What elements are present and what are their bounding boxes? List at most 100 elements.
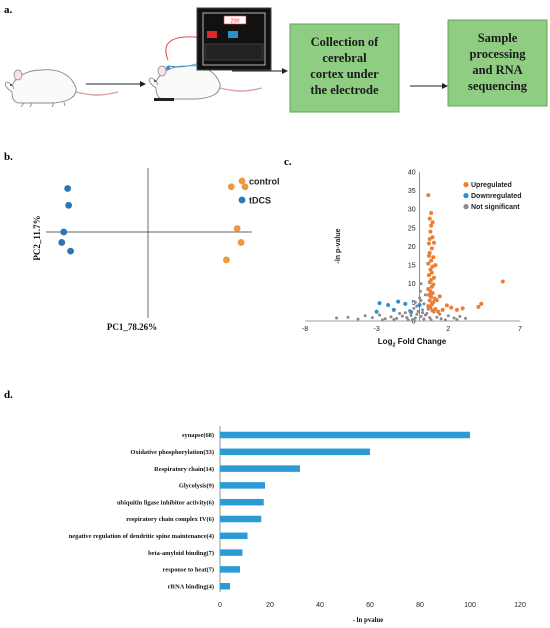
data-point-not-significant <box>411 318 414 322</box>
x-axis-label-main: Log <box>378 337 393 346</box>
data-point-upregulated <box>427 250 432 255</box>
legend-label: Upregulated <box>471 182 512 189</box>
data-point-not-significant <box>452 316 456 320</box>
y-tick-label: 0 <box>412 318 416 325</box>
data-point-upregulated <box>454 307 459 312</box>
x-tick-label: 2 <box>446 326 450 333</box>
bar <box>220 448 370 456</box>
data-point-downregulated <box>409 310 414 315</box>
arrow-icon <box>232 68 288 74</box>
legend-marker <box>463 204 469 210</box>
y-tick-label: 5 <box>412 300 416 307</box>
bar <box>220 482 265 489</box>
data-point-not-significant <box>415 312 419 316</box>
data-point-upregulated <box>432 275 436 280</box>
data-point-not-significant <box>419 282 423 286</box>
data-point-upregulated <box>430 291 435 296</box>
data-point-upregulated <box>426 241 431 246</box>
category-label: response to heat(7) <box>163 567 214 574</box>
data-point-upregulated <box>428 267 433 272</box>
x-axis-label: - ln pvalue <box>353 617 384 624</box>
data-point-upregulated <box>432 240 436 245</box>
category-label: Oxidative phosphorylation(33) <box>130 449 214 456</box>
data-point-not-significant <box>458 315 462 319</box>
data-point-upregulated <box>476 304 481 309</box>
data-point-upregulated <box>426 193 431 198</box>
x-tick-label: -3 <box>374 326 380 333</box>
data-point-upregulated <box>428 229 433 234</box>
arrow-icon <box>410 83 448 89</box>
legend-label: Not significant <box>471 204 520 211</box>
data-point-not-significant <box>455 318 459 322</box>
y-tick-label: 20 <box>408 244 416 251</box>
step-box-background <box>289 23 400 113</box>
data-point-tdcs <box>58 239 66 246</box>
step-box-sequencing: Sample processing and RNA sequencing <box>447 19 548 107</box>
data-point-control <box>227 183 235 191</box>
bar <box>220 549 243 556</box>
bar <box>220 566 240 573</box>
legend-marker <box>238 177 246 185</box>
data-point-downregulated <box>386 302 391 307</box>
bar <box>220 532 248 540</box>
legend-marker <box>463 193 469 199</box>
data-point-not-significant <box>418 289 422 293</box>
data-point-control <box>237 239 245 246</box>
step-box-collection: Collection of cerebral cortex under the ele… <box>289 23 400 113</box>
data-point-not-significant <box>403 311 407 315</box>
bar <box>220 465 300 472</box>
x-axis-label-sub: 2 <box>392 343 395 349</box>
data-point-upregulated <box>429 284 434 289</box>
data-point-not-significant <box>419 299 423 303</box>
step-box-background <box>447 19 548 107</box>
category-label: beta-amyloid binding(7) <box>148 550 214 557</box>
data-point-not-significant <box>423 293 427 297</box>
step-box-line: sequencing <box>468 79 528 93</box>
data-point-upregulated <box>427 298 432 303</box>
panel-c-label: c. <box>284 156 292 168</box>
data-point-not-significant <box>400 314 404 318</box>
data-point-control <box>241 183 249 191</box>
device-display: 200 <box>230 19 239 25</box>
data-point-not-significant <box>422 302 426 306</box>
panel-b-label: b. <box>4 151 13 163</box>
data-point-downregulated <box>377 301 382 306</box>
data-point-upregulated <box>429 302 434 307</box>
data-point-not-significant <box>435 315 439 319</box>
legend-label: control <box>249 177 280 187</box>
x-tick-label: 60 <box>366 602 374 609</box>
data-point-not-significant <box>421 311 425 315</box>
y-axis-label: -ln p-value <box>335 228 342 263</box>
data-point-not-significant <box>423 313 427 317</box>
category-label: respiratory chain complex IV(6) <box>126 516 214 523</box>
x-axis-label: PC1_78.26% <box>107 322 157 332</box>
data-point-upregulated <box>429 223 434 228</box>
x-tick-label: -8 <box>302 326 308 333</box>
data-point-tdcs <box>64 185 72 192</box>
data-point-not-significant <box>380 318 384 322</box>
legend-marker <box>238 196 246 204</box>
step-box-text: Sample processing and RNA sequencing <box>468 31 528 93</box>
data-point-not-significant <box>346 315 350 319</box>
data-point-not-significant <box>415 304 419 308</box>
data-point-not-significant <box>335 316 339 320</box>
y-tick-label: 25 <box>408 225 416 232</box>
data-point-tdcs <box>67 247 74 255</box>
step-box-line: cerebral <box>322 51 367 65</box>
data-point-not-significant <box>409 313 413 317</box>
legend-marker <box>463 182 469 188</box>
bar <box>220 431 470 439</box>
data-point-upregulated <box>426 253 431 258</box>
data-point-upregulated <box>431 255 436 260</box>
step-box-text: Collection of cerebral cortex under the ele… <box>310 35 379 97</box>
data-point-upregulated <box>430 308 435 313</box>
data-point-not-significant <box>383 317 387 321</box>
y-tick-label: 40 <box>408 169 416 176</box>
data-point-not-significant <box>405 316 409 320</box>
data-point-upregulated <box>428 305 433 310</box>
data-point-not-significant <box>356 317 360 321</box>
data-point-not-significant <box>389 315 393 319</box>
data-point-upregulated <box>429 246 434 251</box>
data-point-not-significant <box>378 313 382 317</box>
